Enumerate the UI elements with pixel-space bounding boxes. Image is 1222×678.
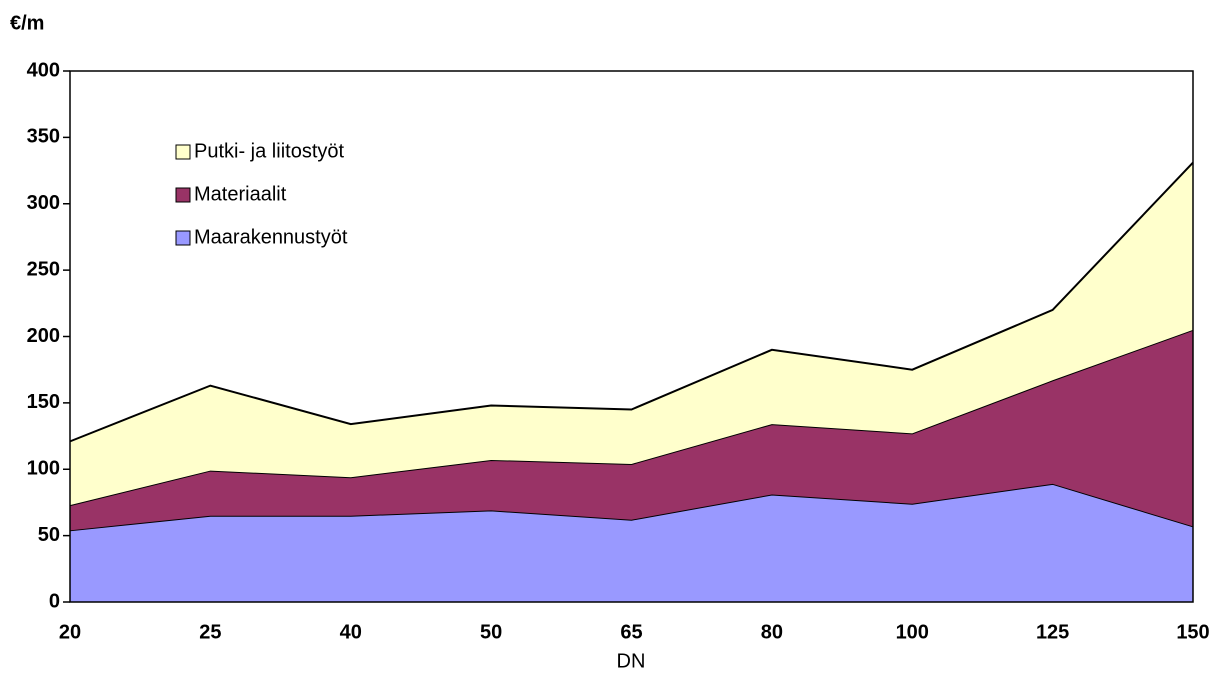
legend-label: Maarakennustyöt xyxy=(194,226,348,248)
legend-label: Putki- ja liitostyöt xyxy=(194,140,344,162)
y-tick-label: 150 xyxy=(27,391,60,413)
y-tick-label: 0 xyxy=(49,590,60,612)
legend-swatch xyxy=(175,144,191,160)
y-tick-label: 50 xyxy=(38,524,60,546)
legend-label: Materiaalit xyxy=(194,183,287,205)
x-tick-label: 65 xyxy=(620,621,642,643)
legend-swatch xyxy=(175,187,191,203)
x-tick-label: 20 xyxy=(59,621,81,643)
x-tick-label: 25 xyxy=(199,621,221,643)
y-tick-label: 300 xyxy=(27,192,60,214)
area-edge xyxy=(69,161,1194,443)
y-tick-label: 350 xyxy=(27,126,60,148)
x-tick-label: 80 xyxy=(761,621,783,643)
x-tick-label: 50 xyxy=(480,621,502,643)
x-tick-label: 125 xyxy=(1036,621,1069,643)
y-tick-label: 250 xyxy=(27,258,60,280)
y-tick-label: 200 xyxy=(27,325,60,347)
x-tick-label: 40 xyxy=(340,621,362,643)
x-tick-label: 100 xyxy=(896,621,929,643)
area xyxy=(70,483,1193,602)
y-axis-label: €/m xyxy=(10,12,44,34)
y-tick-label: 100 xyxy=(27,458,60,480)
legend-swatch xyxy=(175,230,191,246)
area xyxy=(70,162,1193,506)
area xyxy=(70,329,1193,531)
x-tick-label: 150 xyxy=(1176,621,1209,643)
x-axis-label: DN xyxy=(617,650,646,672)
y-tick-label: 400 xyxy=(27,59,60,81)
